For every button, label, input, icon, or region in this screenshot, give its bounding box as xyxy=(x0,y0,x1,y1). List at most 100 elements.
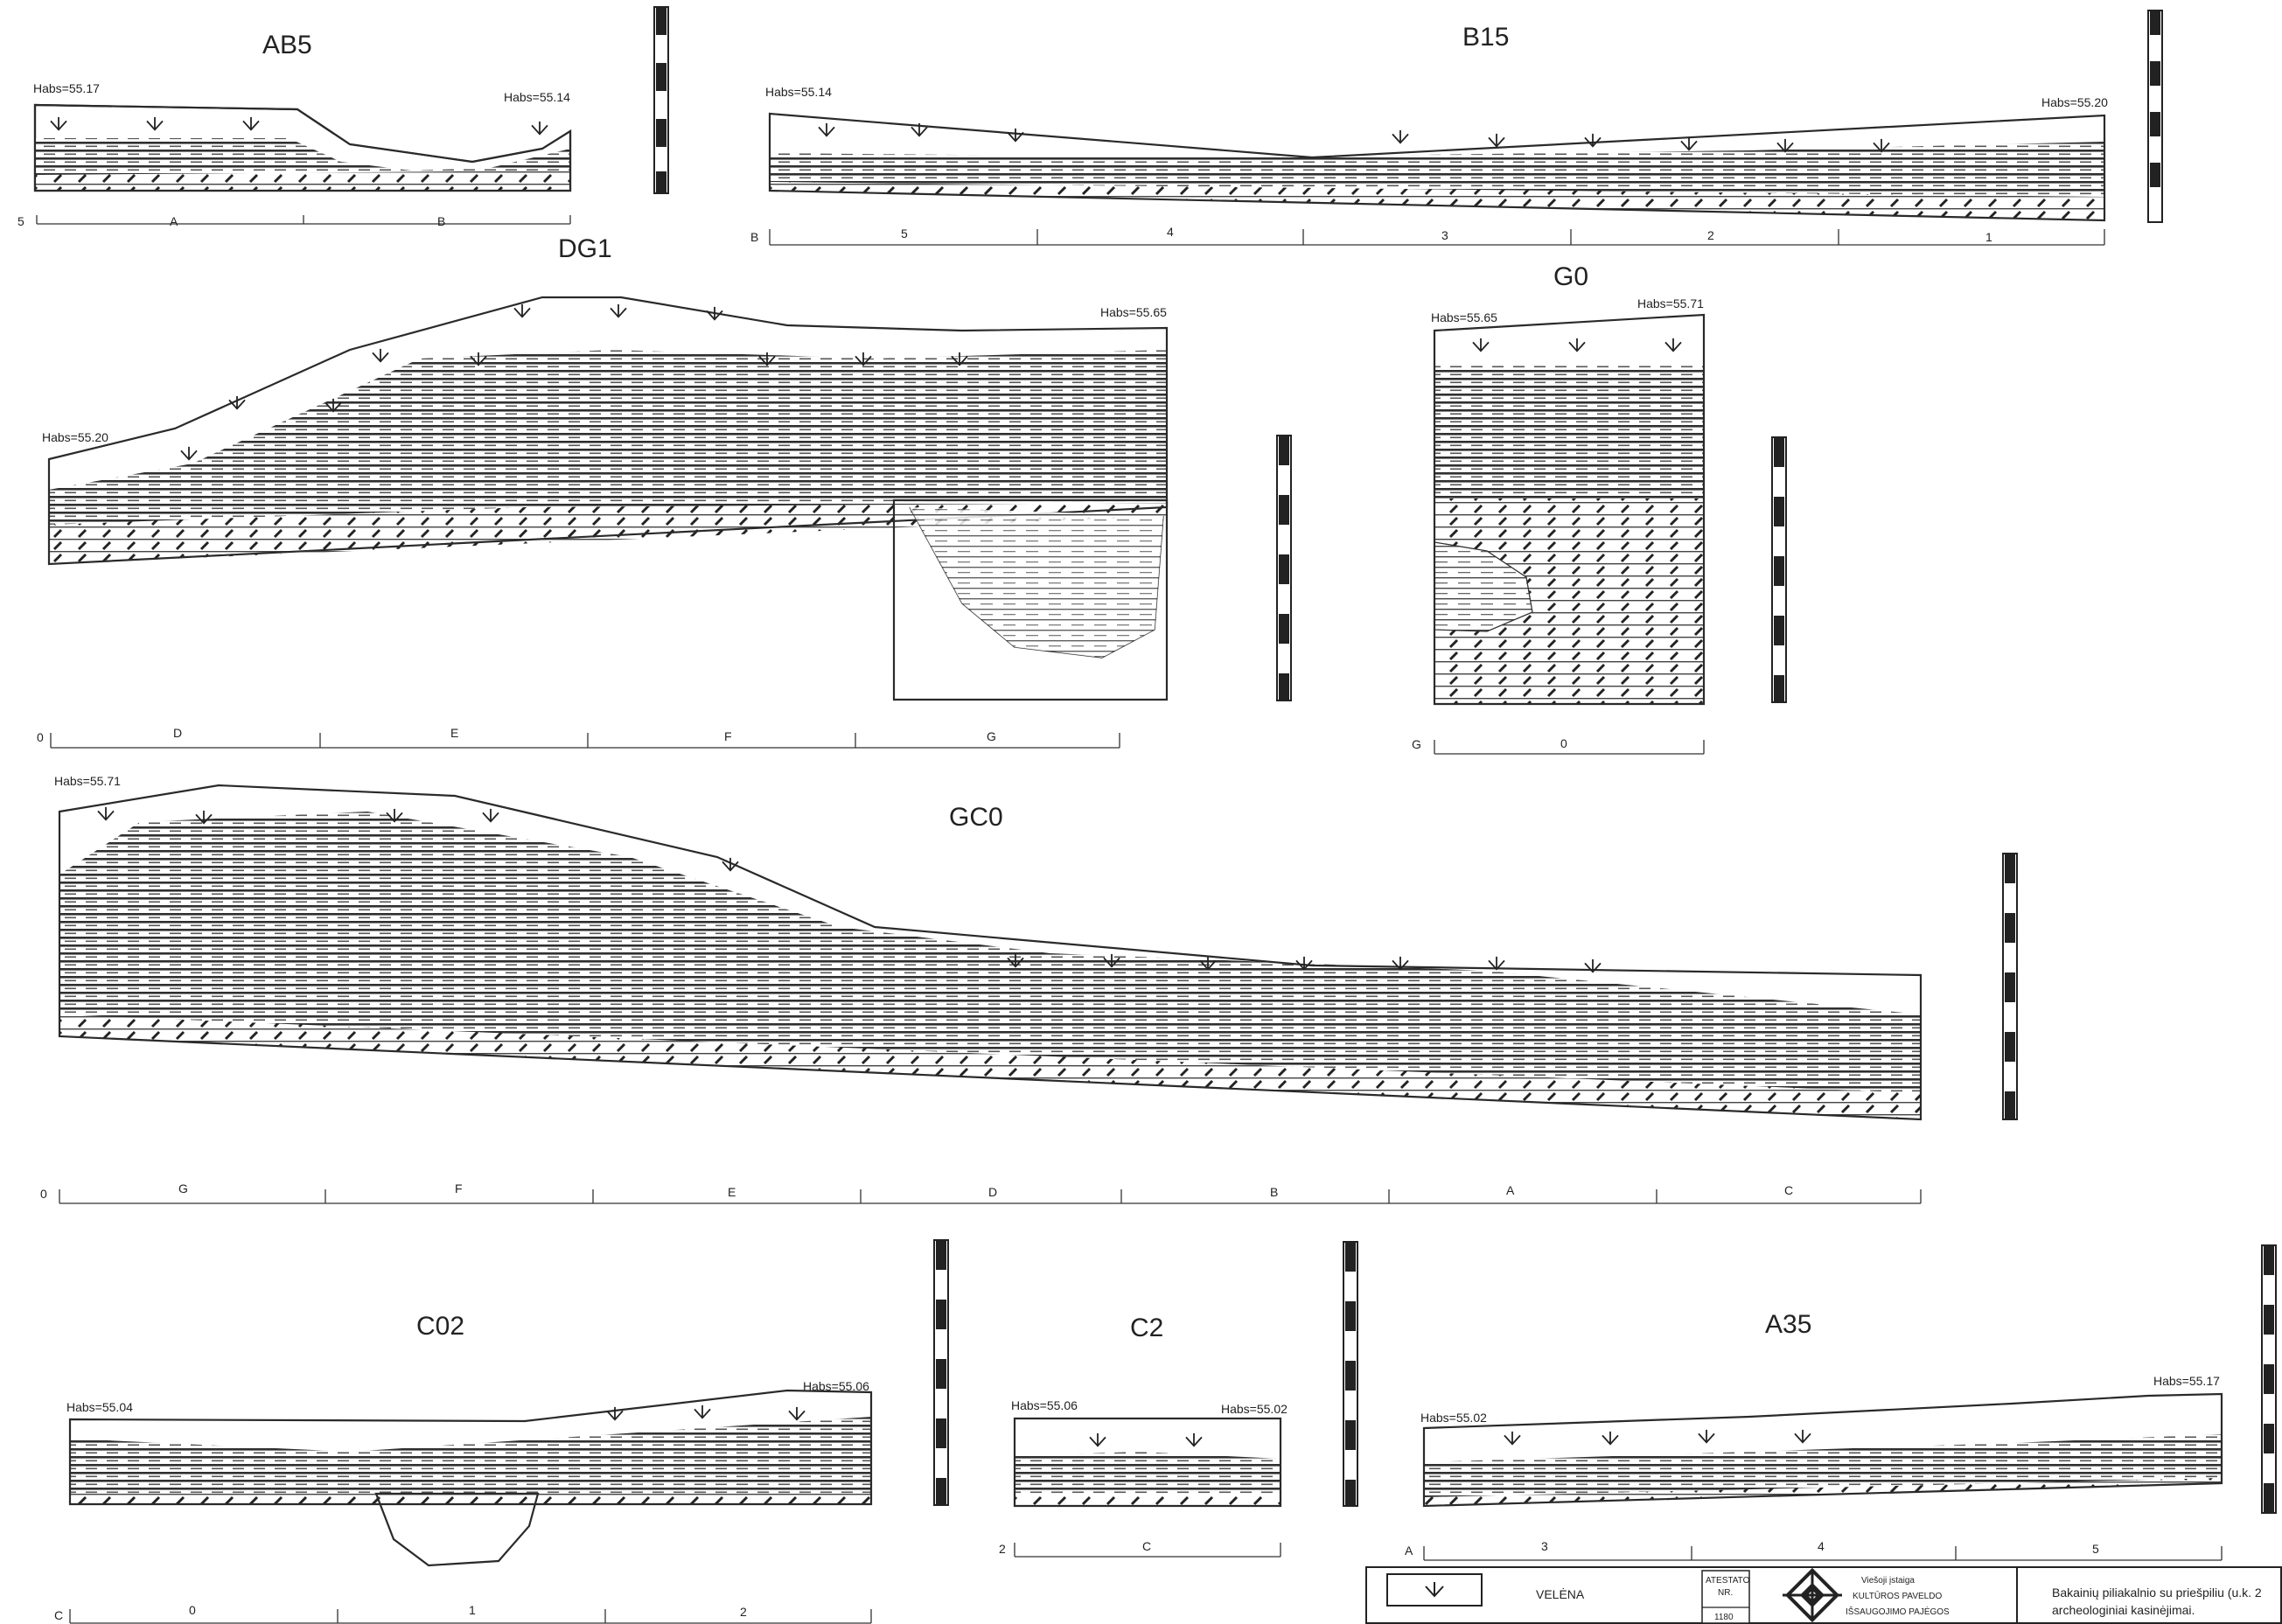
vertical-scale-dg1 xyxy=(1276,435,1292,701)
scale-label: 2 xyxy=(1707,228,1714,242)
scale-label: C xyxy=(1142,1539,1151,1553)
habs-left-gc0: Habs=55.71 xyxy=(54,774,121,788)
project-title-line: Bakainių piliakalnio su priešpiliu (u.k.… xyxy=(2052,1586,2262,1600)
section-title-dg1: DG1 xyxy=(558,234,612,263)
scale-label: F xyxy=(724,729,732,743)
scale-label: A xyxy=(1506,1183,1515,1197)
scale-start-ab5: 5 xyxy=(17,214,24,228)
scale-label: 1 xyxy=(469,1603,476,1617)
turf-arrow-icon xyxy=(531,121,548,136)
section-title-a35: A35 xyxy=(1765,1310,1811,1339)
habs-right-a35: Habs=55.17 xyxy=(2153,1374,2220,1388)
vertical-scale-c2 xyxy=(1343,1241,1358,1507)
scale-bar-c2: 2 C xyxy=(999,1539,1281,1558)
section-dg1: DG1 Habs=55.20 Habs=55.65 0 D xyxy=(37,234,1292,749)
turf-arrow-icon xyxy=(1392,129,1409,144)
section-title-c2: C2 xyxy=(1130,1314,1163,1342)
scale-start-a35: A xyxy=(1405,1544,1413,1558)
section-title-gc0: GC0 xyxy=(949,803,1003,832)
cert-number: 1180 xyxy=(1714,1613,1734,1622)
scale-start-c2: 2 xyxy=(999,1542,1006,1556)
scale-label: 3 xyxy=(1441,228,1448,242)
section-title-ab5: AB5 xyxy=(262,31,312,59)
scale-label: D xyxy=(173,726,182,740)
section-ab5: AB5 Habs=55.17 Habs=55.14 5 A B xyxy=(17,6,669,228)
scale-label: E xyxy=(728,1185,736,1199)
scale-label: G xyxy=(987,729,996,743)
scale-start-dg1: 0 xyxy=(37,730,44,744)
org-line: Viešoji įstaiga xyxy=(1861,1576,1915,1586)
scale-start-g0: G xyxy=(1412,737,1421,751)
scale-label: 0 xyxy=(1560,736,1567,750)
cert-label: ATESTATO xyxy=(1706,1576,1750,1586)
habs-left-c2: Habs=55.06 xyxy=(1011,1398,1078,1412)
habs-left-g0: Habs=55.65 xyxy=(1431,310,1497,324)
scale-label: A xyxy=(170,214,178,228)
turf-arrow-icon xyxy=(50,116,67,131)
scale-label: D xyxy=(988,1185,997,1199)
scale-label: 3 xyxy=(1541,1539,1548,1553)
cert-label: NR. xyxy=(1718,1588,1733,1598)
org-line: KULTŪROS PAVELDO xyxy=(1853,1591,1942,1601)
section-b15: B15 Habs=55.14 Habs=55.20 B 5 4 3 2 1 xyxy=(750,10,2163,246)
turf-arrow-icon xyxy=(146,116,164,131)
turf-arrow-icon xyxy=(1488,133,1505,148)
scale-start-c02: C xyxy=(54,1608,63,1622)
scale-label: 2 xyxy=(740,1605,747,1619)
section-c02: C02 Habs=55.04 Habs=55.06 C 0 1 2 xyxy=(54,1239,949,1624)
section-title-b15: B15 xyxy=(1462,23,1509,52)
vertical-scale-a35 xyxy=(2261,1244,2277,1514)
scale-bar-c02: C 0 1 2 xyxy=(54,1603,872,1624)
legend-label: VELĖNA xyxy=(1536,1586,1585,1601)
habs-right-dg1: Habs=55.65 xyxy=(1100,305,1167,319)
scale-label: 1 xyxy=(1985,230,1992,244)
habs-left-a35: Habs=55.02 xyxy=(1420,1411,1487,1425)
habs-left-b15: Habs=55.14 xyxy=(765,85,832,99)
scale-bar-b15: B 5 4 3 2 1 xyxy=(750,225,2105,246)
legend-title-block: VELĖNA ATESTATO NR. 1180 Viešoji įstaiga… xyxy=(1365,1566,2282,1624)
habs-left-dg1: Habs=55.20 xyxy=(42,430,108,444)
scale-label: 5 xyxy=(2092,1542,2099,1556)
vertical-scale-c02 xyxy=(933,1239,949,1506)
scale-bar-a35: A 3 4 5 xyxy=(1405,1539,2223,1561)
project-title-line: archeologiniai kasinėjimai. xyxy=(2052,1603,2195,1617)
scale-label: 5 xyxy=(901,227,908,240)
certificate-box xyxy=(1701,1570,1750,1624)
scale-label: E xyxy=(450,726,458,740)
vertical-scale-gc0 xyxy=(2002,853,2018,1120)
section-c2: C2 Habs=55.06 Habs=55.02 2 C xyxy=(999,1241,1358,1558)
section-a35: A35 Habs=55.02 Habs=55.17 A 3 4 5 xyxy=(1405,1244,2277,1561)
section-title-g0: G0 xyxy=(1553,262,1588,291)
scale-label: 4 xyxy=(1818,1539,1825,1553)
section-g0: G0 Habs=55.65 Habs=55.71 G 0 xyxy=(1412,262,1787,755)
heritage-ornament-icon xyxy=(1783,1567,1842,1623)
vertical-scale-g0 xyxy=(1771,436,1787,703)
scale-bar-g0: G 0 xyxy=(1412,736,1705,755)
turf-arrow-icon xyxy=(242,116,260,131)
scale-bar-dg1: 0 D E F G xyxy=(37,726,1120,749)
habs-right-c2: Habs=55.02 xyxy=(1221,1402,1288,1416)
scale-start-gc0: 0 xyxy=(40,1187,47,1201)
scale-label: B xyxy=(1270,1185,1278,1199)
scale-label: G xyxy=(178,1181,188,1195)
habs-right-b15: Habs=55.20 xyxy=(2041,95,2108,109)
scale-label: 4 xyxy=(1167,225,1174,239)
habs-right-g0: Habs=55.71 xyxy=(1637,296,1704,310)
section-gc0: GC0 Habs=55.71 Habs=55.04 0 G xyxy=(40,774,2018,1204)
scale-label: C xyxy=(1784,1183,1793,1197)
habs-left-ab5: Habs=55.17 xyxy=(33,81,100,95)
scale-bar-ab5: 5 A B xyxy=(17,214,571,228)
habs-right-c02: Habs=55.06 xyxy=(803,1379,869,1393)
scale-bar-gc0: 0 G F E D B A C xyxy=(40,1181,1922,1204)
section-title-c02: C02 xyxy=(416,1312,464,1341)
scale-label: 0 xyxy=(189,1603,196,1617)
habs-right-ab5: Habs=55.14 xyxy=(504,90,570,104)
scale-label: F xyxy=(455,1181,463,1195)
org-line: IŠSAUGOJIMO PAJĖGOS xyxy=(1846,1606,1950,1617)
scale-start-b15: B xyxy=(750,230,758,244)
vertical-scale-b15 xyxy=(2147,10,2163,223)
scale-label: B xyxy=(437,214,445,228)
habs-left-c02: Habs=55.04 xyxy=(66,1400,133,1414)
vertical-scale-ab5 xyxy=(653,6,669,194)
